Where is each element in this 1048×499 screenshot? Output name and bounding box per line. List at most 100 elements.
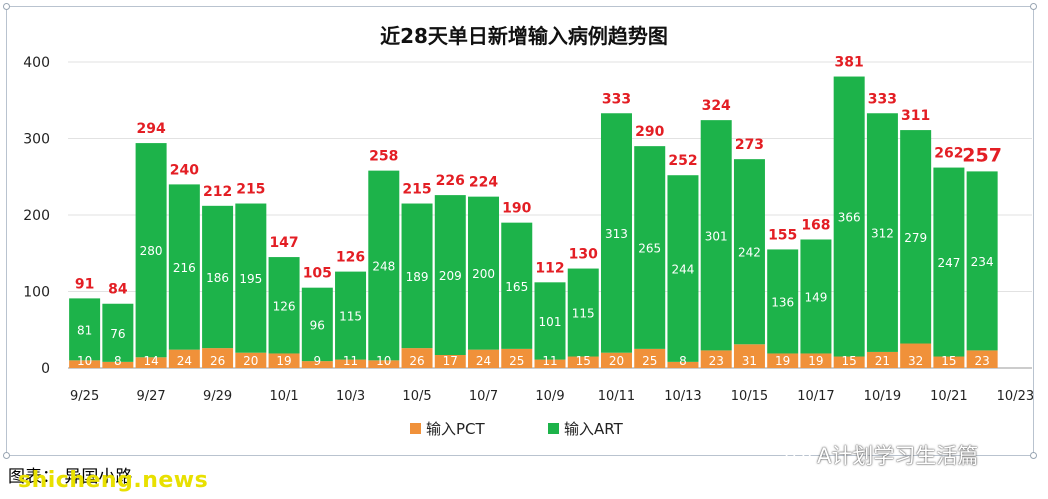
wechat-icon bbox=[785, 445, 811, 464]
x-tick-label: 9/25 bbox=[70, 389, 99, 404]
total-data-label: 112 bbox=[535, 260, 564, 276]
pct-data-label: 21 bbox=[875, 354, 890, 368]
y-tick-label: 400 bbox=[23, 55, 50, 71]
pct-data-label: 15 bbox=[941, 354, 956, 368]
chart-caption: 图表： 异国小路 bbox=[8, 467, 133, 487]
art-data-label: 136 bbox=[771, 295, 794, 309]
pct-data-label: 32 bbox=[908, 354, 923, 368]
pct-data-label: 26 bbox=[409, 354, 424, 368]
x-tick-label: 10/19 bbox=[864, 389, 901, 404]
bar-art bbox=[135, 143, 167, 358]
pct-data-label: 20 bbox=[243, 354, 258, 368]
pct-data-label: 23 bbox=[974, 354, 989, 368]
art-data-label: 366 bbox=[838, 211, 861, 225]
art-data-label: 115 bbox=[339, 310, 362, 324]
bar-art bbox=[733, 159, 765, 345]
bar-art bbox=[202, 205, 234, 349]
bar-pct bbox=[235, 352, 267, 368]
art-data-label: 248 bbox=[372, 259, 395, 273]
total-data-label: 84 bbox=[108, 282, 128, 298]
bar-pct bbox=[767, 353, 799, 368]
bar-art bbox=[700, 120, 732, 351]
bar-art bbox=[501, 222, 533, 349]
resize-handle[interactable] bbox=[1030, 452, 1037, 459]
pct-data-label: 23 bbox=[709, 354, 724, 368]
total-data-label: 168 bbox=[801, 217, 830, 233]
bar-art bbox=[168, 184, 200, 350]
total-data-label: 147 bbox=[269, 235, 298, 251]
bar-art bbox=[767, 249, 799, 354]
art-data-label: 76 bbox=[110, 327, 125, 341]
total-data-label: 130 bbox=[569, 247, 598, 263]
y-tick-label: 200 bbox=[23, 208, 50, 224]
x-tick-label: 10/13 bbox=[664, 389, 701, 404]
legend-label: 输入ART bbox=[564, 420, 624, 438]
total-data-label: 333 bbox=[602, 91, 631, 107]
bar-art bbox=[69, 298, 101, 361]
pct-data-label: 17 bbox=[443, 354, 458, 368]
bar-pct bbox=[733, 344, 765, 368]
pct-data-label: 11 bbox=[343, 354, 358, 368]
pct-data-label: 25 bbox=[642, 354, 657, 368]
bar-pct bbox=[933, 356, 965, 368]
resize-handle[interactable] bbox=[3, 3, 10, 10]
pct-data-label: 15 bbox=[576, 354, 591, 368]
total-data-label: 257 bbox=[962, 144, 1002, 166]
total-data-label: 273 bbox=[735, 137, 764, 153]
total-data-label: 333 bbox=[868, 91, 897, 107]
bar-pct bbox=[534, 359, 566, 368]
bar-art bbox=[268, 257, 300, 354]
art-data-label: 165 bbox=[505, 280, 528, 294]
art-data-label: 280 bbox=[140, 244, 163, 258]
pct-data-label: 26 bbox=[210, 354, 225, 368]
art-data-label: 313 bbox=[605, 227, 628, 241]
x-tick-label: 10/15 bbox=[731, 389, 768, 404]
bar-pct bbox=[434, 354, 466, 368]
bar-art bbox=[900, 130, 932, 344]
watermark-right-text: A计划学习生活篇 bbox=[817, 444, 979, 468]
art-data-label: 200 bbox=[472, 267, 495, 281]
resize-handle[interactable] bbox=[1030, 3, 1037, 10]
art-data-label: 301 bbox=[705, 229, 728, 243]
bar-art bbox=[368, 170, 400, 361]
bar-pct bbox=[966, 350, 998, 368]
pct-data-label: 9 bbox=[313, 354, 321, 368]
total-data-label: 105 bbox=[303, 266, 332, 282]
bar-pct bbox=[69, 360, 101, 368]
x-tick-label: 10/11 bbox=[598, 389, 635, 404]
y-tick-label: 100 bbox=[23, 285, 50, 301]
total-data-label: 224 bbox=[469, 175, 498, 191]
total-data-label: 212 bbox=[203, 184, 232, 200]
chart-title: 近28天单日新增输入病例趋势图 bbox=[380, 24, 668, 48]
bar-pct bbox=[667, 361, 699, 368]
total-data-label: 91 bbox=[75, 276, 94, 292]
total-data-label: 262 bbox=[934, 146, 963, 162]
pct-data-label: 31 bbox=[742, 354, 757, 368]
bar-pct bbox=[168, 349, 200, 368]
pct-data-label: 20 bbox=[609, 354, 624, 368]
bar-art bbox=[468, 196, 500, 350]
resize-handle[interactable] bbox=[3, 452, 10, 459]
total-data-label: 226 bbox=[436, 173, 465, 189]
total-data-label: 252 bbox=[668, 153, 697, 169]
pct-data-label: 10 bbox=[376, 354, 391, 368]
art-data-label: 115 bbox=[572, 307, 595, 321]
bar-art bbox=[235, 203, 267, 353]
x-tick-label: 10/1 bbox=[269, 389, 298, 404]
bar-pct bbox=[202, 348, 234, 368]
total-data-label: 294 bbox=[136, 121, 165, 137]
total-data-label: 215 bbox=[236, 182, 265, 198]
total-data-label: 258 bbox=[369, 149, 398, 165]
bar-pct bbox=[468, 349, 500, 368]
bar-pct bbox=[800, 353, 832, 368]
bar-pct bbox=[301, 361, 333, 368]
art-data-label: 242 bbox=[738, 246, 761, 260]
bar-pct bbox=[866, 351, 898, 368]
bar-pct bbox=[634, 348, 666, 368]
bar-art bbox=[933, 167, 965, 357]
total-data-label: 290 bbox=[635, 124, 664, 140]
bar-art bbox=[534, 282, 566, 360]
total-data-label: 155 bbox=[768, 227, 797, 243]
art-data-label: 101 bbox=[539, 315, 562, 329]
art-data-label: 234 bbox=[971, 255, 994, 269]
